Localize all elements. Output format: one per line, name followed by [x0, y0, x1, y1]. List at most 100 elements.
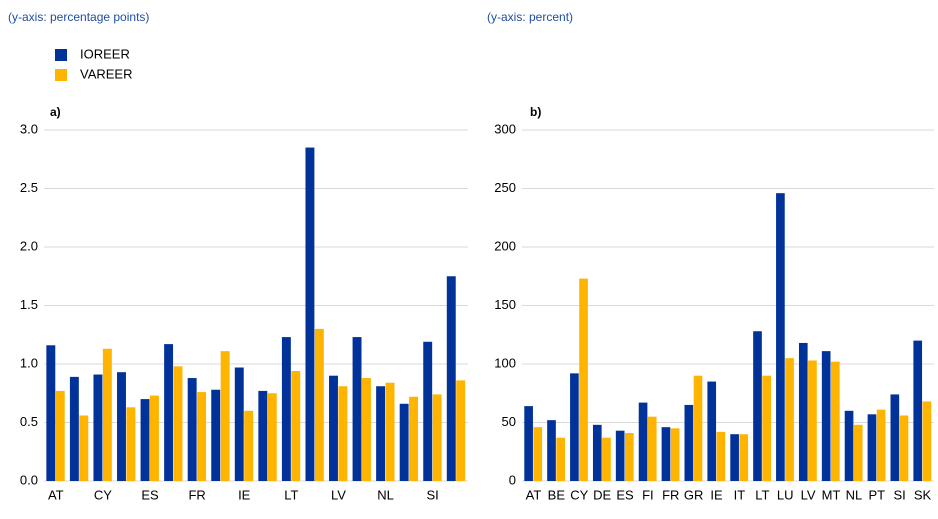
x-tick-label: ES	[616, 487, 634, 502]
bar	[785, 358, 794, 481]
x-tick-label: PT	[868, 487, 885, 502]
bar	[524, 406, 533, 481]
bar	[432, 394, 442, 481]
x-tick-label: AT	[48, 487, 64, 502]
x-tick-label: SI	[427, 487, 439, 502]
bar	[615, 430, 625, 481]
y-tick-label: 3.0	[20, 121, 38, 136]
bar	[899, 415, 909, 481]
x-tick-label: IE	[238, 487, 251, 502]
bar	[220, 351, 230, 481]
bar	[693, 375, 703, 481]
panel-title: b)	[530, 105, 541, 119]
y-tick-label: 0.5	[20, 414, 38, 429]
bar	[126, 407, 136, 481]
x-tick-label: FR	[662, 487, 679, 502]
x-tick-label: LV	[331, 487, 346, 502]
x-tick-label: ES	[141, 487, 159, 502]
bar	[79, 415, 89, 481]
y-tick-label: 2.5	[20, 180, 38, 195]
bar	[446, 276, 456, 481]
bar	[579, 278, 588, 481]
bar	[352, 337, 362, 481]
x-tick-label: FR	[188, 487, 205, 502]
bar	[556, 437, 565, 481]
bar	[140, 399, 150, 481]
bar	[409, 396, 419, 481]
y-tick-label: 300	[494, 121, 516, 136]
y-tick-label: 0	[509, 472, 516, 487]
y-tick-label: 150	[494, 297, 516, 312]
bar	[362, 378, 371, 481]
x-tick-label: DE	[593, 487, 611, 502]
legend-swatch	[55, 49, 67, 61]
bar	[533, 427, 543, 481]
bar	[258, 390, 268, 481]
bar	[244, 410, 254, 481]
bar	[291, 371, 301, 481]
bar	[707, 381, 717, 481]
bar	[423, 341, 433, 481]
bar	[187, 378, 197, 481]
x-tick-label: LT	[284, 487, 298, 502]
bar	[399, 403, 409, 481]
x-tick-label: NL	[846, 487, 863, 502]
bar	[821, 351, 831, 481]
bar	[647, 416, 657, 481]
bar	[376, 386, 386, 481]
x-tick-label: LU	[777, 487, 794, 502]
legend-label: IOREER	[80, 46, 130, 61]
x-tick-label: FI	[642, 487, 654, 502]
y-tick-label: 2.0	[20, 238, 38, 253]
bar	[853, 424, 863, 481]
bar	[730, 434, 739, 481]
legend-label: VAREER	[80, 66, 133, 81]
bar	[55, 390, 65, 481]
y-tick-label: 250	[494, 180, 516, 195]
bar	[867, 414, 877, 481]
bar	[329, 375, 338, 481]
bar	[211, 389, 221, 481]
y-tick-label: 1.5	[20, 297, 38, 312]
bar	[670, 428, 680, 481]
bar	[716, 431, 726, 481]
y-tick-label: 1.0	[20, 355, 38, 370]
x-tick-label: LV	[801, 487, 816, 502]
bar	[102, 348, 112, 481]
bar	[314, 328, 324, 481]
bar	[46, 345, 56, 481]
bar	[456, 380, 466, 481]
panel-title: a)	[50, 105, 61, 119]
bar	[753, 331, 762, 481]
x-tick-label: MT	[822, 487, 841, 502]
bar	[762, 375, 771, 481]
bar	[890, 394, 900, 481]
bar	[547, 420, 556, 481]
bar	[305, 147, 315, 482]
bar	[625, 433, 634, 481]
bar	[234, 367, 244, 481]
bar	[150, 395, 159, 481]
bar	[776, 193, 785, 481]
bar	[808, 360, 817, 481]
bar	[570, 373, 579, 481]
x-tick-label: NL	[377, 487, 394, 502]
bar	[661, 427, 671, 481]
bar	[281, 337, 291, 481]
bar	[338, 386, 348, 481]
legend-swatch	[55, 69, 67, 81]
subtitle: (y-axis: percent)	[487, 10, 573, 24]
x-tick-label: IT	[734, 487, 746, 502]
bar	[913, 340, 923, 481]
bar	[798, 342, 808, 481]
bar	[638, 402, 648, 481]
subtitle: (y-axis: percentage points)	[8, 10, 149, 24]
bar	[844, 410, 854, 481]
bar	[922, 401, 932, 481]
bar	[876, 409, 886, 481]
x-tick-label: BE	[548, 487, 566, 502]
bar	[831, 361, 840, 481]
x-tick-label: AT	[526, 487, 542, 502]
x-tick-label: SI	[894, 487, 906, 502]
